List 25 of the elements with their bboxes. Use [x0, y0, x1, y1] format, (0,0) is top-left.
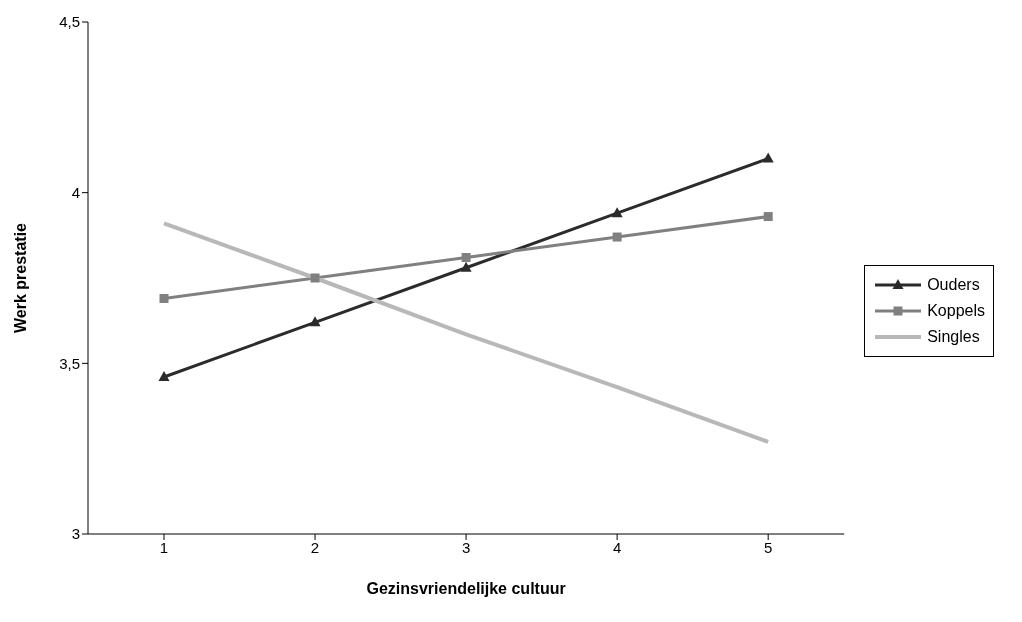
point — [460, 261, 472, 272]
y-tick-label: 3 — [71, 525, 80, 543]
y-tick-label: 4 — [71, 183, 80, 201]
point — [158, 370, 170, 381]
y-axis-title: Werk prestatie — [11, 222, 29, 333]
y-tick-label: 3,5 — [59, 354, 80, 372]
legend-label: Singles — [927, 328, 980, 346]
y-tick-label: 4,5 — [59, 13, 80, 31]
point — [611, 207, 623, 218]
x-tick-label: 4 — [612, 538, 622, 556]
point — [762, 152, 774, 163]
point — [309, 316, 321, 327]
point — [461, 253, 471, 263]
x-tick-label: 3 — [461, 538, 471, 556]
x-tick-label: 2 — [310, 538, 320, 556]
x-axis-title: Gezinsvriendelijke cultuur — [366, 580, 566, 597]
x-tick-label: 5 — [764, 538, 773, 556]
point — [159, 293, 169, 303]
point — [310, 273, 320, 283]
x-tick-label: 1 — [159, 538, 169, 556]
legend-label: Koppels — [927, 302, 985, 320]
line-series — [162, 221, 771, 444]
point — [612, 232, 622, 242]
legend-label: Ouders — [927, 276, 980, 294]
point — [763, 212, 773, 222]
